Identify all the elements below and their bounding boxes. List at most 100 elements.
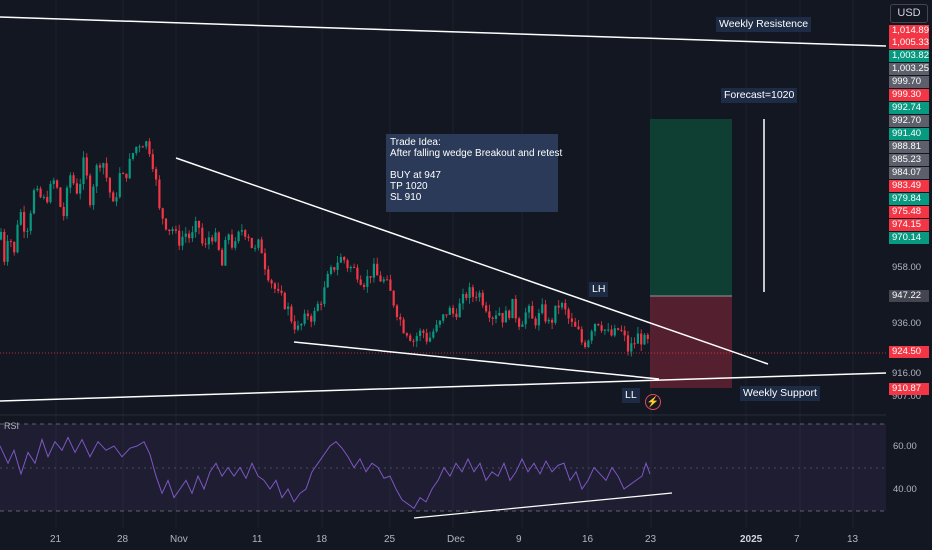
candle-body bbox=[636, 333, 639, 344]
candle-body bbox=[346, 260, 349, 269]
candle-body bbox=[52, 180, 55, 184]
candle-body bbox=[257, 239, 260, 248]
time-tick: 7 bbox=[794, 534, 800, 545]
ll-label[interactable]: LL bbox=[622, 388, 640, 403]
candle-body bbox=[643, 334, 646, 345]
candle-body bbox=[138, 146, 141, 148]
wedge-lower-line[interactable] bbox=[293, 341, 660, 380]
candle-body bbox=[105, 163, 108, 178]
candle-body bbox=[435, 324, 438, 332]
candle-body bbox=[313, 310, 316, 322]
trade-idea-note[interactable]: Trade Idea: After falling wedge Breakout… bbox=[386, 134, 562, 212]
candle-body bbox=[168, 229, 171, 232]
candle-body bbox=[600, 325, 603, 331]
candle-body bbox=[79, 184, 82, 194]
rsi-tick: 60.00 bbox=[893, 441, 917, 452]
candle-body bbox=[445, 314, 448, 316]
weekly-resistance-line[interactable] bbox=[0, 16, 887, 47]
candle-body bbox=[65, 187, 69, 217]
candle-body bbox=[46, 196, 49, 203]
price-label: 988.81 bbox=[889, 141, 929, 153]
candle-body bbox=[481, 292, 484, 306]
candle-body bbox=[362, 284, 366, 287]
candle-body bbox=[455, 313, 458, 318]
price-label: 1,005.33 bbox=[889, 37, 929, 49]
candle-body bbox=[207, 237, 210, 245]
time-tick: 16 bbox=[582, 534, 594, 545]
candle-body bbox=[425, 332, 428, 342]
candle-body bbox=[475, 296, 478, 298]
candle-body bbox=[85, 157, 88, 176]
candle-body bbox=[567, 309, 570, 319]
forecast-label[interactable]: Forecast=1020 bbox=[721, 88, 798, 103]
time-tick: 9 bbox=[516, 534, 522, 545]
price-label: 970.14 bbox=[889, 232, 929, 244]
candle-body bbox=[574, 321, 577, 327]
candle-body bbox=[646, 334, 649, 339]
candle-body bbox=[461, 293, 465, 304]
candle-body bbox=[303, 313, 306, 324]
weekly-resistance-label[interactable]: Weekly Resistence bbox=[716, 17, 812, 32]
weekly-support-line[interactable] bbox=[0, 372, 887, 402]
candle-body bbox=[141, 146, 144, 148]
candle-body bbox=[399, 316, 402, 320]
rsi-line bbox=[0, 436, 651, 510]
candle-body bbox=[494, 315, 498, 319]
candle-body bbox=[244, 230, 247, 237]
candle-body bbox=[402, 319, 405, 334]
candle-body bbox=[188, 233, 191, 239]
price-label: 984.07 bbox=[889, 167, 929, 179]
candle-body bbox=[62, 206, 65, 217]
candle-body bbox=[184, 233, 187, 237]
candle-body bbox=[554, 305, 557, 323]
candle-body bbox=[42, 196, 45, 198]
candle-body bbox=[155, 169, 158, 180]
candle-body bbox=[428, 337, 432, 342]
candle-body bbox=[19, 212, 22, 225]
lightning-icon[interactable]: ⚡ bbox=[645, 394, 661, 410]
candle-body bbox=[518, 318, 521, 327]
lh-label[interactable]: LH bbox=[589, 282, 609, 297]
time-tick: 13 bbox=[847, 534, 859, 545]
candle-body bbox=[98, 165, 102, 168]
candle-body bbox=[247, 236, 250, 238]
candle-body bbox=[267, 269, 270, 281]
candle-body bbox=[372, 263, 375, 278]
candle-body bbox=[382, 279, 385, 282]
price-label: 992.70 bbox=[889, 115, 929, 127]
loss-zone[interactable] bbox=[650, 296, 732, 388]
candle-body bbox=[353, 266, 356, 268]
candle-body bbox=[415, 336, 418, 342]
candle-body bbox=[623, 330, 626, 336]
rsi-trendline[interactable] bbox=[413, 492, 673, 519]
candle-body bbox=[320, 303, 323, 305]
time-tick: 18 bbox=[316, 534, 328, 545]
currency-button[interactable]: USD bbox=[890, 4, 928, 23]
candle-body bbox=[551, 319, 554, 323]
candle-body bbox=[498, 312, 501, 316]
candle-body bbox=[442, 314, 445, 321]
candle-body bbox=[221, 249, 224, 266]
candle-body bbox=[82, 157, 85, 185]
rsi-indicator-title[interactable]: RSI bbox=[4, 421, 20, 431]
time-tick: 21 bbox=[50, 534, 62, 545]
price-tick: 936.00 bbox=[892, 318, 922, 329]
weekly-support-label[interactable]: Weekly Support bbox=[740, 386, 820, 401]
candle-body bbox=[224, 240, 227, 266]
candle-body bbox=[112, 192, 115, 202]
profit-zone[interactable] bbox=[650, 119, 732, 296]
candle-body bbox=[597, 323, 600, 326]
candle-body bbox=[3, 231, 6, 262]
candle-body bbox=[201, 227, 204, 244]
candle-body bbox=[547, 319, 550, 322]
candle-body bbox=[171, 229, 174, 232]
candle-body bbox=[366, 276, 369, 287]
wedge-upper-line[interactable] bbox=[175, 157, 769, 365]
candle-body bbox=[16, 224, 19, 253]
candle-body bbox=[491, 317, 494, 319]
candle-body bbox=[580, 329, 583, 343]
candle-body bbox=[125, 173, 128, 179]
candle-body bbox=[504, 310, 507, 323]
